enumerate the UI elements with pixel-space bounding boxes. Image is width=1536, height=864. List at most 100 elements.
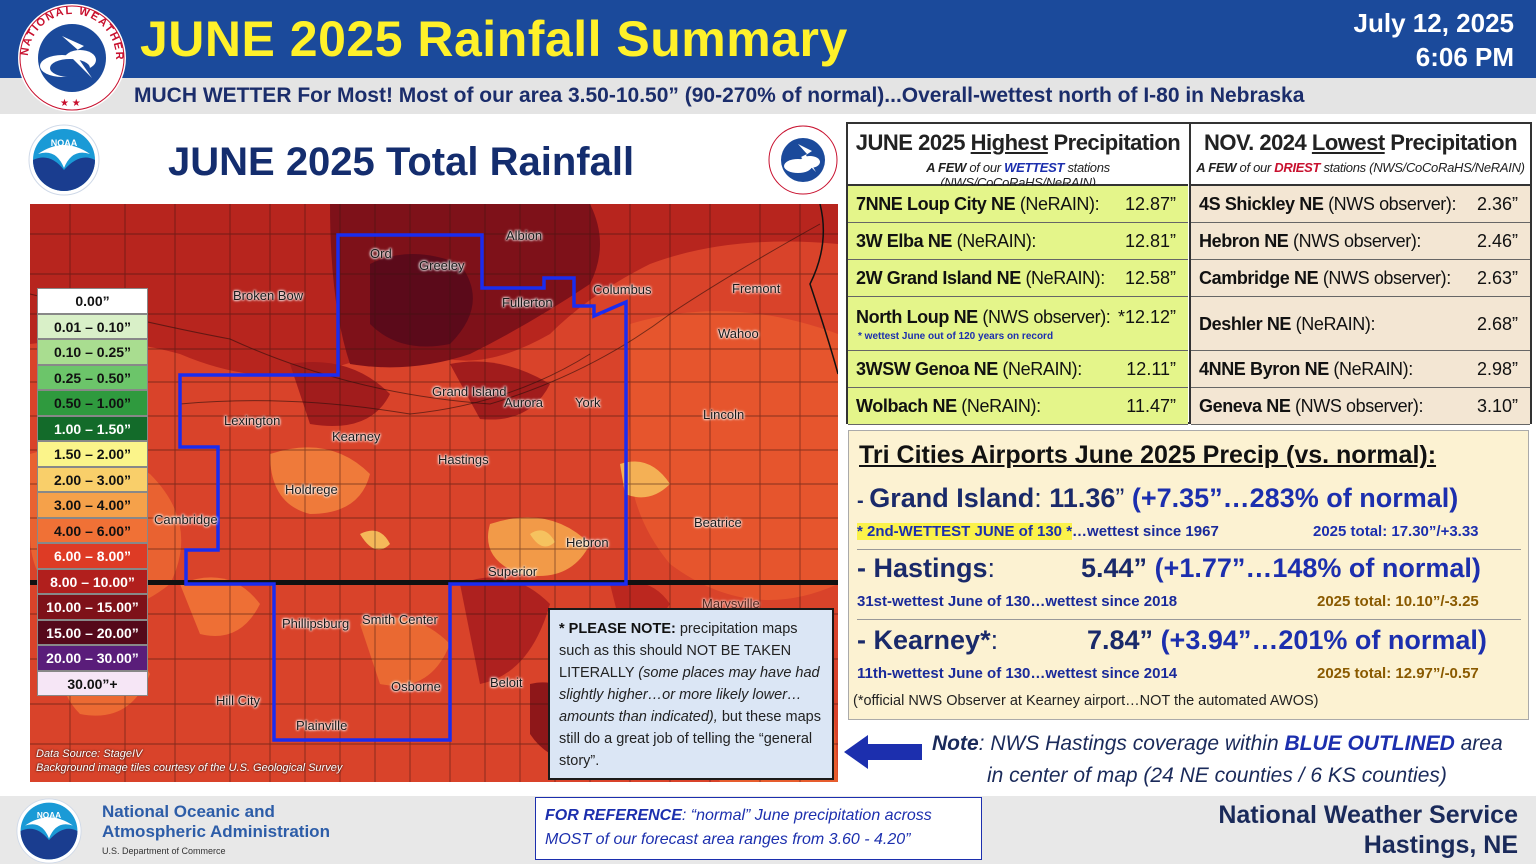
- lowest-sub-hl: DRIEST: [1274, 160, 1321, 175]
- station-value: 2.98”: [1476, 359, 1518, 379]
- kearney-amount: 7.84”: [1087, 625, 1154, 655]
- coverage-outline: [178, 233, 628, 742]
- city-label: Cambridge: [154, 512, 218, 527]
- gi-colon: :: [1034, 483, 1050, 513]
- station-precip-table: JUNE 2025 Highest Precipitation A FEW of…: [846, 122, 1532, 425]
- coverage-note-line2: in center of map (24 NE counties / 6 KS …: [987, 764, 1447, 787]
- noaa-name-line2: Atmospheric Administration: [102, 822, 330, 841]
- lowest-header: NOV. 2024 Lowest Precipitation A FEW of …: [1191, 124, 1530, 186]
- note-text: precipitation maps such as this should N…: [559, 621, 798, 681]
- city-label: Fullerton: [502, 295, 553, 310]
- normal-reference-box: FOR REFERENCE: “normal” June precipitati…: [535, 797, 982, 860]
- highest-title-post: Precipitation: [1047, 130, 1181, 155]
- hastings-amount: 5.44”: [1081, 553, 1148, 583]
- note-italic: (some places may have had slightly highe…: [559, 665, 820, 725]
- noaa-logo-icon: NOAA: [28, 124, 100, 196]
- station-name: Cambridge NE: [1199, 268, 1319, 288]
- legend-item: 0.25 – 0.50”: [37, 364, 148, 390]
- station-name: 3W Elba NE: [856, 231, 953, 251]
- coverage-note-text: : NWS Hastings coverage within: [978, 732, 1285, 755]
- station-value: 3.10”: [1476, 396, 1518, 416]
- lowest-station-row: Hebron NE (NWS observer): 2.46”: [1191, 223, 1530, 260]
- hastings-total: 2025 total: 10.10”/-3.25: [1317, 593, 1479, 610]
- station-record-note: * wettest June out of 120 years on recor…: [858, 331, 1054, 342]
- station-value: *12.12”: [1117, 307, 1176, 327]
- tiles-credit: Background image tiles courtesy of the U…: [36, 762, 343, 774]
- legend-item: 8.00 – 10.00”: [37, 568, 148, 594]
- gi-total: 2025 total: 17.30”/+3.33: [1313, 523, 1479, 540]
- station-source: (NWS observer):: [1288, 231, 1422, 251]
- city-label: Lincoln: [703, 407, 745, 422]
- station-source: (NeRAIN):: [952, 231, 1037, 251]
- kearney-total: 2025 total: 12.97”/-0.57: [1317, 665, 1479, 682]
- station-name: Wolbach NE: [856, 396, 957, 416]
- nws-office-line2: Hastings, NE: [1363, 831, 1518, 859]
- city-label: Wahoo: [718, 326, 759, 341]
- lowest-title-pre: NOV. 2024: [1203, 130, 1312, 155]
- map-title: JUNE 2025 Total Rainfall: [168, 140, 635, 184]
- station-value: 2.36”: [1476, 194, 1518, 214]
- legend-item: 2.00 – 3.00”: [37, 466, 148, 492]
- note-text-2: but these maps still do a great job of t…: [559, 709, 821, 769]
- lowest-precip-column: NOV. 2024 Lowest Precipitation A FEW of …: [1189, 124, 1530, 425]
- city-label: York: [575, 395, 601, 410]
- noaa-name-line1: National Oceanic and: [102, 802, 275, 821]
- station-name: Deshler NE: [1199, 314, 1292, 334]
- kearney-name: Kearney*: [873, 625, 991, 655]
- airports-title: Tri Cities Airports June 2025 Precip (vs…: [859, 441, 1437, 469]
- city-label: Lexington: [224, 413, 281, 428]
- station-value: 2.68”: [1476, 314, 1518, 334]
- station-value: 11.47”: [1126, 396, 1176, 416]
- data-source-credit: Data Source: StageIV: [36, 748, 143, 760]
- highest-sub-pre: A FEW: [926, 160, 967, 175]
- kearney-line: - Kearney*:: [857, 625, 998, 656]
- lowest-station-row: Geneva NE (NWS observer): 3.10”: [1191, 388, 1530, 425]
- header-bar: JUNE 2025 Rainfall Summary July 12, 2025…: [0, 0, 1536, 78]
- city-label: Phillipsburg: [282, 616, 350, 631]
- station-name: 2W Grand Island NE: [856, 268, 1021, 288]
- gi-name: Grand Island: [869, 483, 1035, 513]
- gi-amount: 11.36: [1049, 483, 1116, 513]
- coverage-note-text-2: area: [1454, 732, 1503, 755]
- lowest-title-post: Precipitation: [1384, 130, 1518, 155]
- lowest-sub-post: stations (NWS/CoCoRaHS/NeRAIN): [1320, 160, 1525, 175]
- station-value: 12.58”: [1124, 268, 1176, 288]
- station-source: (NWS observer):: [1318, 268, 1451, 288]
- legend-item: 30.00”+: [37, 670, 148, 696]
- city-label: Hastings: [438, 452, 489, 467]
- highest-title-underlined: Highest: [970, 130, 1049, 155]
- highest-station-row: Wolbach NE (NeRAIN): 11.47”: [848, 388, 1188, 425]
- legend-item: 0.10 – 0.25”: [37, 339, 148, 365]
- map-caveat-note: * PLEASE NOTE: precipitation maps such a…: [548, 608, 834, 780]
- gi-anomaly: (+7.35”…283% of normal): [1124, 483, 1459, 513]
- city-label: Fremont: [732, 281, 781, 296]
- station-source: (NeRAIN):: [1291, 314, 1376, 334]
- lowest-sub-mid: of our: [1236, 160, 1275, 175]
- nws-office-line1: National Weather Service: [1218, 801, 1518, 829]
- legend-item: 0.01 – 0.10”: [37, 313, 148, 339]
- highest-station-row: 3WSW Genoa NE (NeRAIN): 12.11”: [848, 351, 1188, 388]
- station-source: (NeRAIN):: [997, 359, 1082, 379]
- city-label: Osborne: [391, 679, 441, 694]
- lowest-station-row: Deshler NE (NeRAIN): 2.68”: [1191, 297, 1530, 351]
- lowest-rows: 4S Shickley NE (NWS observer): 2.36” Hebro…: [1191, 186, 1530, 425]
- noaa-name: National Oceanic and Atmospheric Adminis…: [102, 802, 330, 842]
- highest-precip-column: JUNE 2025 Highest Precipitation A FEW of…: [848, 124, 1188, 425]
- noaa-footer-logo-icon: NOAA: [16, 798, 82, 864]
- legend-item: 0.50 – 1.00”: [37, 390, 148, 416]
- nws-office: National Weather Service Hastings, NE: [1218, 800, 1518, 860]
- city-label: Hebron: [566, 535, 609, 550]
- highest-header: JUNE 2025 Highest Precipitation A FEW of…: [848, 124, 1188, 190]
- highest-sub-hl: WETTEST: [1004, 160, 1065, 175]
- legend-item: 20.00 – 30.00”: [37, 645, 148, 671]
- issue-datetime: July 12, 2025 6:06 PM: [1354, 6, 1514, 74]
- station-source: (NeRAIN):: [1020, 268, 1105, 288]
- headline-text: MUCH WETTER For Most! Most of our area 3…: [134, 84, 1305, 107]
- city-label: Grand Island: [432, 384, 507, 399]
- city-label: Aurora: [504, 395, 544, 410]
- station-value: 12.87”: [1124, 194, 1176, 214]
- kearney-footnote: (*official NWS Observer at Kearney airpo…: [853, 693, 1319, 709]
- city-label: Beloit: [490, 675, 523, 690]
- station-name: Hebron NE: [1199, 231, 1289, 251]
- issue-time: 6:06 PM: [1415, 42, 1514, 72]
